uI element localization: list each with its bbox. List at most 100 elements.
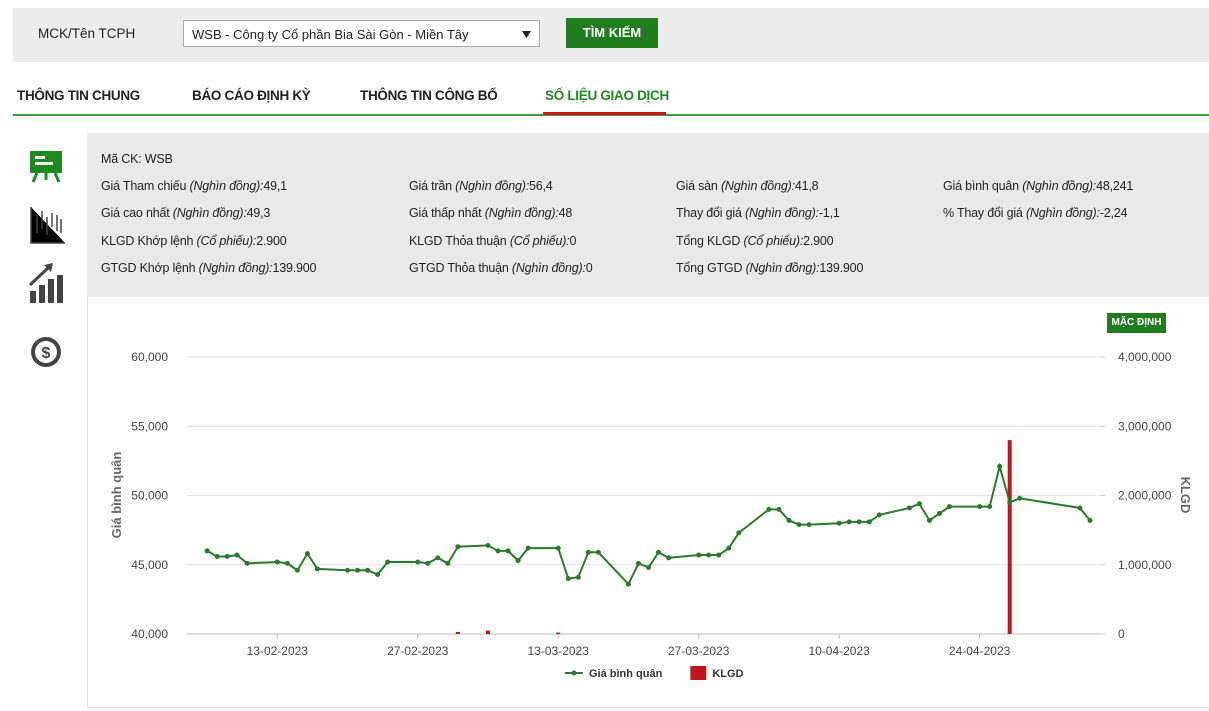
y-axis-title: Giá bình quân	[109, 452, 124, 539]
price-point	[696, 552, 702, 558]
price-point	[916, 501, 922, 507]
price-point	[365, 567, 371, 573]
price-point	[234, 552, 240, 558]
x-tick-label: 10-04-2023	[808, 644, 870, 658]
price-point	[796, 522, 802, 528]
price-point	[314, 566, 320, 572]
price-point	[866, 519, 872, 525]
price-point	[274, 559, 280, 565]
y-tick-label: 60,000	[131, 350, 168, 364]
price-point	[425, 560, 431, 566]
y2-tick-label: 4,000,000	[1118, 350, 1172, 364]
icon-growth[interactable]	[28, 263, 63, 303]
price-point	[977, 504, 983, 510]
price-point	[345, 567, 351, 573]
search-button[interactable]: TÌM KIẾM	[566, 18, 658, 48]
info-label: Giá trần	[409, 179, 452, 193]
price-point	[1087, 517, 1093, 523]
info-item: GTGD Thỏa thuận (Nghìn đồng):0	[409, 261, 593, 275]
info-item: KLGD Thỏa thuận (Cổ phiếu):0	[409, 234, 576, 248]
reset-button[interactable]: MẶC ĐỊNH	[1107, 313, 1166, 333]
info-unit: (Cổ phiếu):	[743, 234, 804, 248]
price-point	[736, 530, 742, 536]
info-item: Giá thấp nhất (Nghìn đồng):48	[409, 206, 572, 220]
price-point	[656, 549, 662, 555]
info-value: 0	[585, 261, 593, 275]
legend-label: Giá bình quân	[589, 668, 663, 680]
info-unit: (Nghìn đồng):	[744, 206, 819, 220]
price-point	[304, 551, 310, 557]
volume-bar	[485, 630, 490, 634]
x-tick-label: 27-02-2023	[387, 644, 449, 658]
info-label: Giá bình quân	[943, 179, 1019, 193]
info-value: 0	[569, 234, 577, 248]
info-label: Giá cao nhất	[101, 206, 170, 220]
dropdown-arrow	[522, 31, 531, 38]
icon-board[interactable]	[30, 151, 62, 183]
info-unit: (Nghìn đồng):	[172, 206, 247, 220]
price-point	[625, 581, 631, 587]
info-item: KLGD Khớp lệnh (Cổ phiếu):2.900	[101, 234, 287, 248]
price-point	[204, 548, 210, 554]
y2-tick-label: 1,000,000	[1118, 558, 1172, 572]
y-tick-label: 45,000	[131, 558, 168, 572]
price-point	[375, 571, 381, 577]
y2-tick-label: 2,000,000	[1118, 489, 1172, 503]
info-value: 2.900	[256, 234, 287, 248]
info-label: % Thay đổi giá	[943, 206, 1023, 220]
price-point	[294, 567, 300, 573]
price-point	[1077, 505, 1083, 511]
icon-dollar[interactable]: $	[31, 337, 61, 367]
info-label: Giá sàn	[676, 179, 718, 193]
legend-swatch	[690, 666, 707, 680]
price-point	[585, 549, 591, 555]
tab[interactable]: BÁO CÁO ĐỊNH KỲ	[192, 88, 311, 103]
info-label: GTGD Thỏa thuận	[409, 261, 509, 275]
price-point	[876, 512, 882, 518]
tab[interactable]: SỐ LIỆU GIAO DỊCH	[545, 88, 669, 103]
info-value: 139.900	[272, 261, 317, 275]
info-label: KLGD Khớp lệnh	[101, 234, 194, 248]
info-label: Giá Tham chiếu	[101, 179, 187, 193]
info-item: Giá trần (Nghìn đồng):56,4	[409, 179, 553, 193]
info-value: -1,1	[818, 206, 840, 220]
price-point	[355, 567, 361, 573]
price-point	[415, 559, 421, 565]
info-unit: (Cổ phiếu):	[509, 234, 570, 248]
icon-candles[interactable]	[30, 207, 65, 244]
price-point	[1007, 499, 1013, 505]
info-unit: (Nghìn đồng):	[511, 261, 586, 275]
price-point	[947, 504, 953, 510]
legend-marker	[571, 670, 577, 676]
info-label: Thay đổi giá	[676, 206, 742, 220]
search-label: MCK/Tên TCPH	[38, 26, 136, 41]
tab[interactable]: THÔNG TIN CÔNG BỐ	[360, 88, 498, 103]
info-label: Tổng KLGD	[676, 234, 741, 248]
info-value: 41,8	[794, 179, 819, 193]
info-value: 49,3	[246, 206, 271, 220]
info-value: 139.900	[819, 261, 864, 275]
tab[interactable]: THÔNG TIN CHUNG	[17, 88, 140, 103]
active-tab-underline	[543, 112, 666, 115]
price-point	[385, 559, 391, 565]
info-label: GTGD Khớp lệnh	[101, 261, 196, 275]
price-point	[435, 555, 441, 561]
info-label: Giá thấp nhất	[409, 206, 482, 220]
price-point	[455, 544, 461, 550]
y2-axis-title: KLGD	[1178, 477, 1193, 514]
price-point	[515, 558, 521, 564]
price-point	[997, 463, 1003, 469]
price-point	[505, 548, 511, 554]
info-unit: (Nghìn đồng):	[455, 179, 529, 193]
info-label: KLGD Thỏa thuận	[409, 234, 507, 248]
company-select[interactable]: WSB - Công ty Cổ phần Bia Sài Gòn - Miền…	[183, 20, 540, 47]
price-point	[1017, 495, 1023, 501]
x-tick-label: 27-03-2023	[668, 644, 730, 658]
x-tick-label: 13-02-2023	[247, 644, 309, 658]
chart-panel	[87, 297, 1209, 708]
info-item: Giá cao nhất (Nghìn đồng):49,3	[101, 206, 270, 220]
info-panel: Mã CK: WSB Giá Tham chiếu (Nghìn đồng):4…	[87, 133, 1209, 297]
code-value: WSB	[144, 152, 173, 166]
price-point	[525, 545, 531, 551]
